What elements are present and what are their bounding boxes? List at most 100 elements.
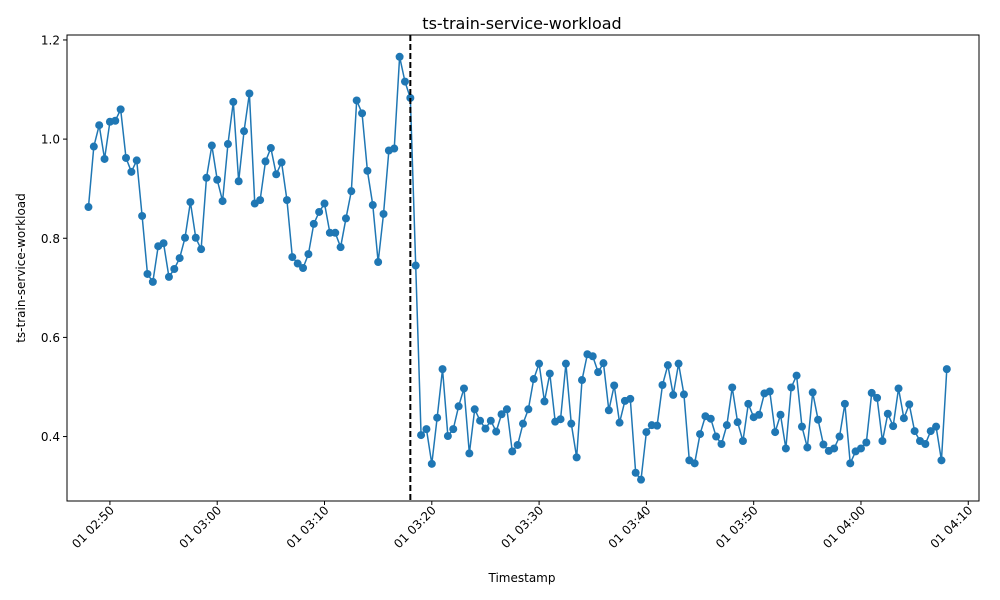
- data-point: [942, 365, 951, 374]
- data-point: [266, 144, 275, 153]
- data-point: [261, 157, 270, 166]
- data-point: [578, 376, 587, 385]
- x-axis-label: Timestamp: [488, 571, 556, 585]
- data-point: [594, 368, 603, 377]
- data-point: [519, 419, 527, 428]
- data-point: [256, 196, 265, 205]
- data-point: [218, 197, 227, 206]
- data-point: [272, 170, 281, 179]
- data-point: [282, 196, 291, 205]
- data-point: [883, 409, 892, 418]
- data-point: [545, 369, 554, 378]
- data-point: [926, 427, 935, 436]
- data-point: [438, 365, 447, 374]
- data-point: [910, 427, 919, 436]
- data-point: [132, 156, 141, 165]
- data-point: [642, 428, 651, 437]
- data-point: [808, 388, 817, 397]
- plot-frame: [66, 34, 980, 502]
- data-point: [535, 359, 544, 368]
- x-tick-label: 01 03:00: [176, 503, 224, 551]
- data-point: [122, 153, 131, 162]
- data-point: [470, 405, 479, 414]
- data-point: [615, 418, 624, 427]
- data-point: [712, 432, 721, 441]
- data-point: [293, 259, 302, 268]
- data-point: [111, 116, 120, 125]
- data-point: [830, 444, 839, 453]
- data-point: [937, 456, 946, 465]
- data-point: [315, 207, 324, 216]
- plot-area: [84, 35, 951, 501]
- data-point: [352, 96, 361, 105]
- data-point: [840, 399, 849, 408]
- data-point: [599, 359, 608, 368]
- data-point: [738, 437, 747, 446]
- data-point: [696, 430, 705, 439]
- data-point: [427, 459, 436, 468]
- x-tick-label: 01 03:20: [391, 503, 439, 551]
- data-point: [476, 416, 485, 425]
- data-point: [486, 416, 495, 425]
- data-point: [240, 127, 249, 136]
- data-point: [89, 142, 98, 151]
- y-tick-label: 0.6: [41, 331, 60, 345]
- data-point: [610, 381, 619, 390]
- data-point: [245, 89, 254, 98]
- data-point: [358, 109, 367, 118]
- data-point: [878, 437, 887, 446]
- data-point: [336, 243, 345, 252]
- data-point: [395, 52, 404, 61]
- x-tick-label: 01 03:40: [606, 503, 654, 551]
- data-point: [454, 402, 463, 411]
- data-point: [234, 177, 243, 186]
- chart-title: ts-train-service-workload: [422, 14, 621, 33]
- data-point: [561, 359, 570, 368]
- y-axis-label: ts-train-service-workload: [14, 193, 28, 343]
- data-point: [626, 394, 635, 403]
- data-point: [508, 447, 517, 456]
- data-point: [148, 277, 157, 286]
- data-point: [765, 387, 774, 396]
- data-point: [502, 405, 511, 414]
- data-point: [674, 359, 683, 368]
- data-point: [481, 424, 490, 433]
- data-point: [787, 383, 796, 392]
- data-point: [422, 425, 431, 434]
- data-point: [658, 381, 667, 389]
- data-point: [465, 449, 474, 458]
- data-point: [889, 422, 898, 431]
- data-point: [862, 438, 871, 447]
- data-point: [277, 158, 286, 167]
- data-point: [856, 444, 865, 453]
- x-tick-label: 01 03:50: [713, 503, 761, 551]
- data-point: [776, 410, 785, 419]
- data-point: [207, 141, 216, 150]
- data-point: [899, 414, 908, 423]
- data-point: [690, 459, 699, 468]
- data-point: [379, 209, 388, 218]
- data-point: [781, 444, 790, 453]
- data-point: [792, 371, 801, 380]
- data-point: [374, 258, 383, 267]
- data-point: [524, 405, 533, 414]
- data-point: [449, 425, 458, 434]
- data-point: [846, 459, 855, 468]
- data-point: [728, 383, 737, 392]
- data-point: [733, 418, 742, 427]
- data-point: [363, 166, 372, 175]
- data-point: [873, 393, 882, 402]
- data-point: [191, 233, 200, 242]
- data-point: [867, 388, 876, 397]
- data-point: [663, 361, 672, 370]
- data-point: [164, 272, 173, 281]
- data-point: [814, 415, 823, 424]
- data-point: [170, 264, 179, 273]
- data-point: [637, 475, 646, 484]
- data-point: [835, 432, 844, 441]
- data-point: [347, 187, 356, 196]
- data-point: [717, 439, 726, 448]
- data-point: [229, 97, 238, 106]
- data-point: [905, 400, 914, 409]
